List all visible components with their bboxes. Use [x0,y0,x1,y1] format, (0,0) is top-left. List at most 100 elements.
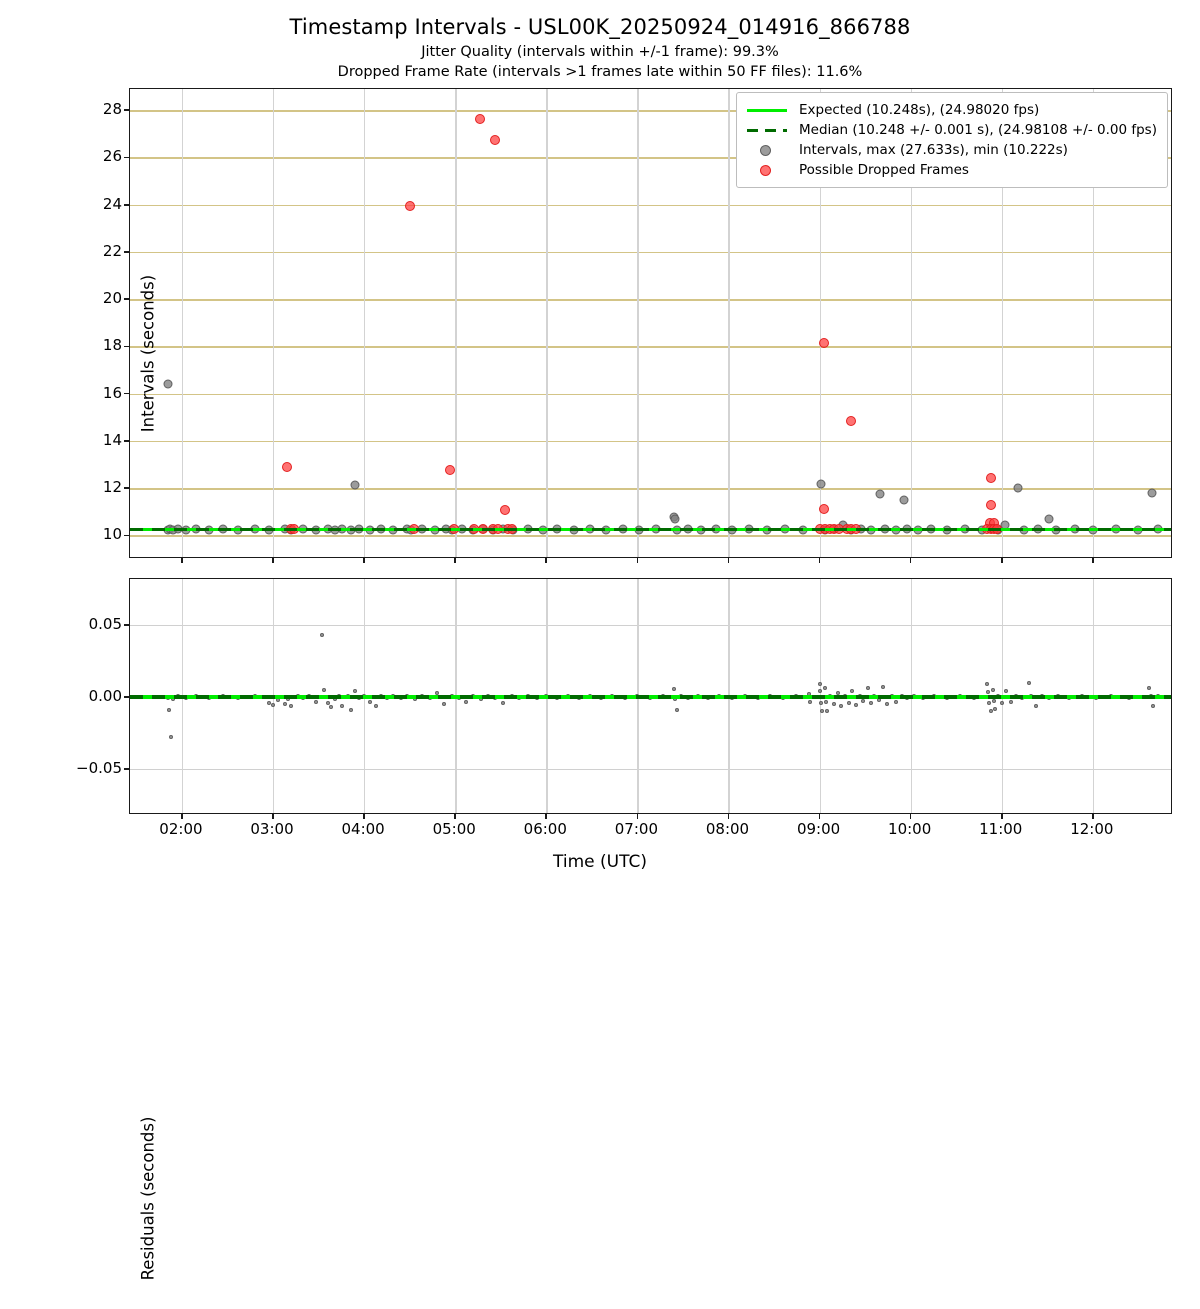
y-tick-label: 28 [102,100,122,119]
data-point [818,689,823,694]
gridline-vertical [728,89,730,557]
x-tick-mark [363,813,365,819]
data-point [854,702,858,707]
residuals-y-tick-labels: 0.05 0.00 −0.05 [45,578,122,814]
data-point [990,687,995,692]
legend-key-median-line [745,122,789,138]
legend-key-expected-line [745,102,789,118]
x-tick-mark [181,557,183,563]
gridline-horizontal [130,440,1171,443]
legend-item-intervals: Intervals, max (27.633s), min (10.222s) [745,140,1157,160]
data-point [818,337,829,348]
data-point [999,700,1004,705]
residuals-plot-area [130,579,1171,813]
legend-label-dropped-frames: Possible Dropped Frames [798,162,969,178]
data-point [865,686,870,691]
gridline-horizontal [130,393,1171,396]
y-tick-mark [124,298,130,300]
data-point [499,505,510,516]
median-reference-line [130,695,1171,699]
chart-title: Timestamp Intervals - USL00K_20250924_01… [289,15,911,39]
y-tick-mark [124,624,130,626]
intervals-y-tick-labels: 10 12 14 16 18 20 22 24 26 28 [58,88,122,558]
x-tick-label: 07:00 [614,820,658,838]
data-point [1147,686,1152,691]
data-point [816,479,826,489]
gridline-horizontal [130,251,1171,254]
data-point [282,702,287,707]
legend-label-expected: Expected (10.248s), (24.98020 fps) [798,102,1040,118]
data-point [474,113,485,124]
chart-figure: Timestamp Intervals - USL00K_20250924_01… [45,15,1172,1281]
data-point [988,708,993,713]
data-point [490,134,501,145]
legend-label-median: Median (10.248 +/- 0.001 s), (24.98108 +… [798,122,1157,138]
median-reference-line [130,527,1171,532]
data-point [350,480,360,490]
data-point [832,702,837,707]
data-point [501,701,506,706]
residuals-y-axis-title: Residuals (seconds) [138,1116,158,1281]
legend-key-intervals-marker [745,142,789,158]
x-tick-label: 04:00 [341,820,385,838]
data-point [373,703,378,708]
data-point [434,690,439,695]
gridline-vertical [364,89,366,557]
data-point [823,685,828,690]
gridline-horizontal [130,488,1171,490]
y-tick-label: 26 [102,147,122,166]
data-point [850,688,855,693]
gridline-horizontal [130,625,1171,627]
y-tick-label: 0.05 [88,615,122,634]
data-point [163,379,173,389]
y-tick-label: 18 [102,336,122,355]
x-tick-mark [1000,813,1003,819]
data-point [868,701,873,706]
gridline-vertical [637,89,639,557]
x-tick-mark [1000,557,1003,563]
gridline-vertical [273,89,275,557]
chart-legend: Expected (10.248s), (24.98020 fps) Media… [735,92,1168,188]
data-point [819,700,824,705]
x-tick-label: 06:00 [523,820,567,838]
data-point [835,690,840,695]
data-point [986,701,991,706]
gridline-horizontal [130,768,1171,771]
x-tick-label: 12:00 [1070,820,1114,838]
data-point [340,703,345,708]
x-tick-mark [818,557,821,563]
gridline-horizontal [130,535,1171,537]
data-point [985,500,996,511]
gridline-horizontal [130,346,1171,348]
x-tick-mark [1092,557,1094,563]
y-tick-mark [124,392,130,395]
x-axis-title: Time (UTC) [553,852,647,872]
gridline-vertical [1092,89,1095,557]
gridline-vertical [546,89,548,557]
y-tick-label: 16 [102,383,122,402]
data-point [1027,680,1032,685]
data-point [1150,703,1155,708]
data-point [839,704,844,709]
y-tick-label: 0.00 [88,687,122,705]
data-point [1004,689,1009,694]
legend-item-expected: Expected (10.248s), (24.98020 fps) [745,100,1157,120]
gridline-vertical [1001,89,1004,557]
data-point [985,472,996,483]
data-point [313,700,318,705]
gridline-horizontal [130,299,1171,301]
data-point [1147,488,1157,498]
x-tick-mark [909,813,912,819]
x-tick-label: 11:00 [979,820,1023,838]
data-point [464,700,469,705]
x-tick-mark [727,813,730,819]
y-tick-mark [124,440,130,442]
data-point [861,699,866,704]
legend-item-median: Median (10.248 +/- 0.001 s), (24.98108 +… [745,120,1157,140]
data-point [352,689,357,694]
data-point [817,682,822,687]
data-point [986,689,991,694]
y-tick-mark [124,156,130,159]
intervals-y-axis-title: Intervals (seconds) [138,274,158,433]
data-point [875,489,885,499]
